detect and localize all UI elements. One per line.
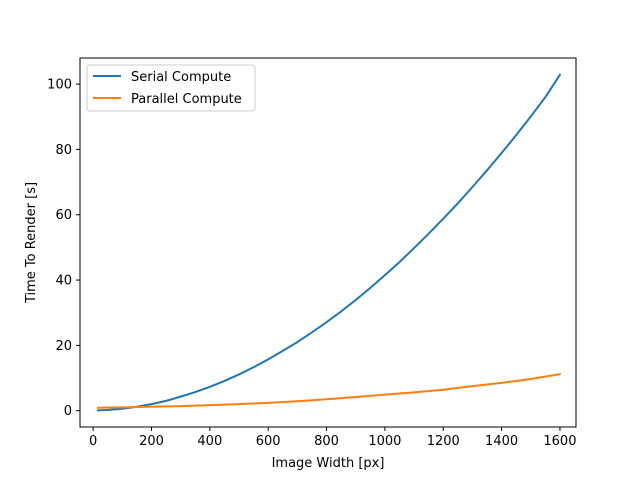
x-axis-ticks: 0 200 400 600 800 1000 1200 1400 1600 xyxy=(89,427,576,449)
y-tick-label: 40 xyxy=(55,274,72,289)
x-tick-label: 400 xyxy=(197,434,222,449)
series-layer xyxy=(96,73,561,412)
x-tick-label: 1400 xyxy=(485,434,518,449)
y-tick-label: 60 xyxy=(55,208,72,223)
series-line-parallel-compute xyxy=(96,373,561,409)
x-tick-label: 1600 xyxy=(543,434,576,449)
y-tick-label: 100 xyxy=(47,78,72,93)
x-tick-label: 0 xyxy=(89,434,97,449)
legend-box xyxy=(86,64,256,112)
series-line-serial-compute xyxy=(96,73,561,412)
x-tick-label: 200 xyxy=(139,434,164,449)
x-tick-label: 1200 xyxy=(427,434,460,449)
legend-label-serial: Serial Compute xyxy=(131,70,231,85)
y-axis-label: Time To Render [s] xyxy=(24,182,39,304)
y-axis-ticks: 0 20 40 60 80 100 xyxy=(47,78,80,419)
plot-frame xyxy=(79,57,577,428)
legend: Serial Compute Parallel Compute xyxy=(86,64,256,112)
x-tick-label: 600 xyxy=(256,434,281,449)
y-tick-label: 80 xyxy=(55,143,72,158)
legend-label-parallel: Parallel Compute xyxy=(131,92,242,107)
y-tick-label: 0 xyxy=(64,404,72,419)
x-tick-label: 1000 xyxy=(368,434,401,449)
x-axis-label: Image Width [px] xyxy=(272,456,385,471)
y-tick-label: 20 xyxy=(55,339,72,354)
x-tick-label: 800 xyxy=(314,434,339,449)
